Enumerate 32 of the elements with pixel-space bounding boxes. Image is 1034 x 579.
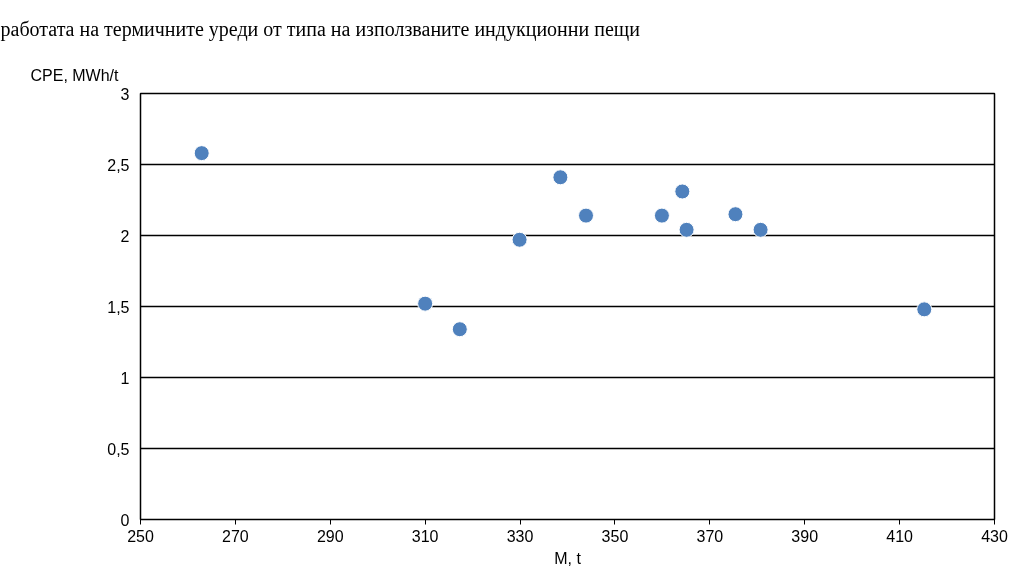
x-tick-label: 290 — [316, 527, 344, 545]
y-axis-title: CPE, MWh/t — [30, 66, 120, 84]
x-axis-title: M, t — [554, 549, 582, 567]
y-tick-label: 3 — [120, 85, 130, 103]
y-tick-label: 1 — [120, 369, 130, 387]
point — [678, 221, 695, 238]
y-tick-label: 2 — [120, 227, 130, 245]
point — [552, 169, 569, 186]
point — [511, 231, 528, 248]
point — [451, 321, 468, 338]
y-tick-label: 1,5 — [107, 298, 130, 316]
x-tick-label: 270 — [222, 527, 249, 545]
x-tick-label: 370 — [696, 527, 724, 545]
point — [578, 207, 594, 224]
point — [674, 183, 691, 200]
point — [916, 301, 933, 318]
point — [653, 207, 670, 224]
x-tick-label: 390 — [791, 527, 819, 545]
x-tick-label: 310 — [411, 527, 439, 545]
point — [752, 221, 769, 238]
point — [417, 295, 434, 312]
x-tick-label: 350 — [601, 527, 629, 545]
x-tick-label: 250 — [127, 527, 154, 545]
y-tick-label: 0,5 — [107, 440, 130, 458]
y-tick-label: 2,5 — [107, 156, 130, 174]
x-tick-label: 410 — [886, 527, 914, 545]
text: работата на термичните уреди от типа на използваните индукционни пещи — [0, 17, 641, 41]
point — [727, 206, 744, 223]
point — [193, 145, 210, 162]
x-tick-label: 430 — [981, 527, 1008, 545]
y-tick-label: 0 — [120, 511, 130, 529]
x-tick-label: 330 — [506, 527, 534, 545]
